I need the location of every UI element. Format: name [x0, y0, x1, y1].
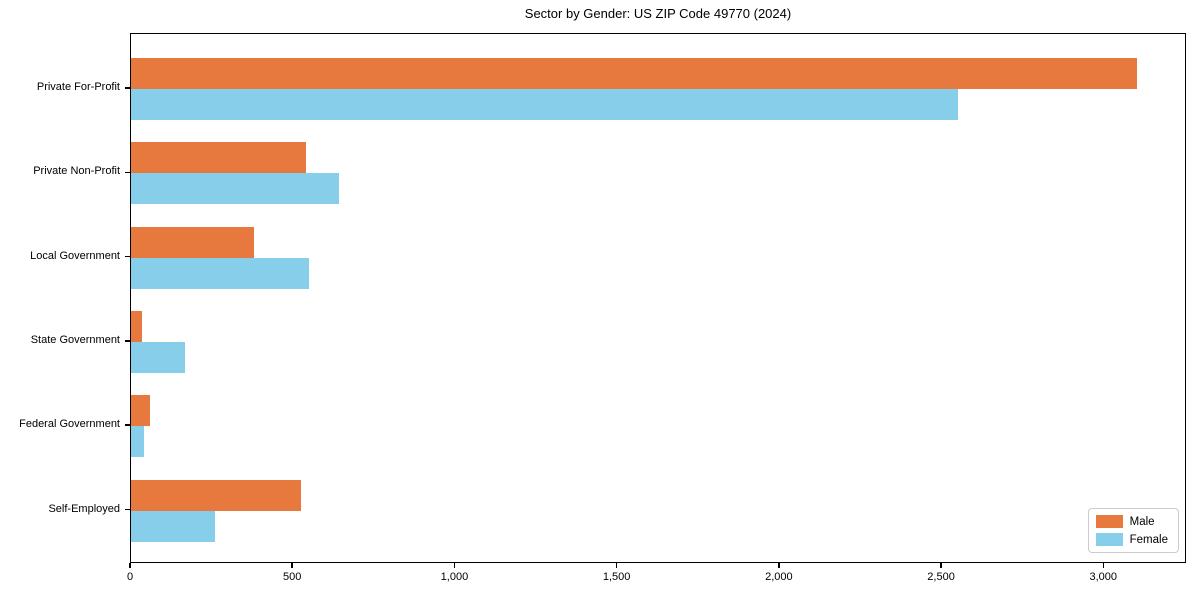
bar-female-federal-government: [131, 426, 144, 458]
bar-male-private-non-profit: [131, 142, 307, 174]
legend-label-female: Female: [1129, 533, 1168, 546]
xtick-label-0: 0: [126, 571, 134, 583]
xtick-mark: [129, 563, 131, 568]
plot-area: [130, 33, 1186, 563]
ytick-label-private-non-profit: Private Non-Profit: [33, 165, 120, 178]
xtick-label-500: 500: [283, 571, 302, 583]
xtick-mark: [291, 563, 293, 568]
bar-female-private-non-profit: [131, 173, 339, 205]
xtick-label-3000: 3,000: [1089, 571, 1118, 583]
bar-female-self-employed: [131, 510, 216, 542]
legend-label-male: Male: [1129, 515, 1155, 528]
ytick-mark: [125, 424, 130, 426]
ytick-mark: [125, 87, 130, 89]
xtick-label-2000: 2,000: [765, 571, 793, 583]
ytick-mark: [125, 255, 130, 258]
xtick-label-2500: 2,500: [927, 571, 955, 583]
chart-title: Sector by Gender: US ZIP Code 49770 (202…: [524, 6, 792, 21]
xtick-mark: [1102, 563, 1105, 568]
xtick-mark: [453, 563, 456, 568]
legend-swatch-female: [1095, 533, 1123, 546]
ytick-label-local-government: Local Government: [30, 249, 120, 262]
xtick-mark: [778, 563, 780, 568]
ytick-label-self-employed: Self-Employed: [48, 502, 120, 515]
ytick-label-private-for-profit: Private For-Profit: [36, 81, 120, 93]
bar-male-state-government: [131, 310, 143, 342]
xtick-label-1500: 1,500: [602, 571, 631, 583]
bar-female-private-for-profit: [131, 89, 959, 120]
bar-female-state-government: [131, 341, 185, 373]
ytick-label-state-government: State Government: [30, 333, 120, 346]
legend-item-female: Female: [1095, 533, 1168, 546]
ytick-mark: [125, 340, 130, 342]
bar-male-federal-government: [131, 395, 151, 427]
ytick-mark: [125, 508, 130, 511]
bar-male-local-government: [131, 226, 255, 258]
legend-item-male: Male: [1095, 515, 1168, 528]
ytick-label-federal-government: Federal Government: [19, 418, 120, 431]
xtick-mark: [615, 563, 618, 568]
bar-male-self-employed: [131, 479, 302, 511]
xtick-label-1000: 1,000: [440, 571, 469, 583]
bar-female-local-government: [131, 257, 310, 289]
xtick-mark: [940, 563, 942, 568]
legend-swatch-male: [1095, 515, 1123, 528]
ytick-mark: [125, 171, 130, 174]
legend: Male Female: [1087, 508, 1179, 553]
bar-male-private-for-profit: [131, 58, 1137, 89]
